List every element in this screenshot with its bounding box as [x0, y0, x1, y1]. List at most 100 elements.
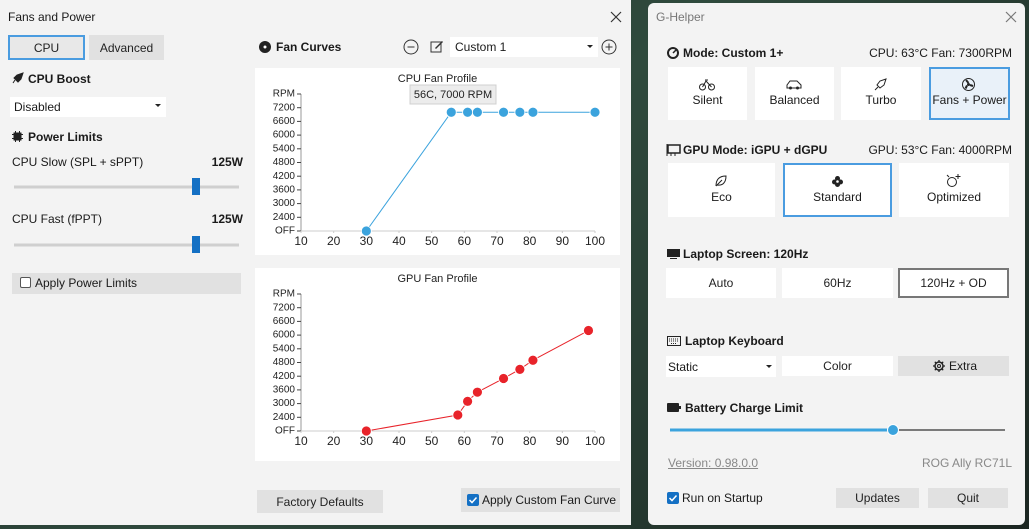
- icon-shape: [12, 72, 24, 84]
- curve-point[interactable]: [360, 225, 372, 237]
- slider-thumb[interactable]: [192, 178, 200, 195]
- checkbox-row[interactable]: [461, 488, 620, 512]
- arrow: [587, 45, 593, 48]
- y-tick-label: 6600: [273, 116, 296, 127]
- dropdown[interactable]: [666, 356, 776, 377]
- close-button[interactable]: [1005, 11, 1017, 23]
- dropdown-arrow: [155, 104, 161, 107]
- checkbox-checked[interactable]: [667, 492, 679, 504]
- x-tick-label: 60: [458, 434, 472, 448]
- slider-label: CPU Slow (SPL + sPPT): [12, 155, 144, 169]
- button-label: Optimized: [926, 190, 982, 204]
- leaf: [715, 175, 727, 187]
- version-link[interactable]: Version: 0.98.0.0: [668, 456, 759, 470]
- slider[interactable]: [14, 178, 240, 196]
- checkbox-label: Apply Power Limits: [35, 276, 138, 290]
- y-tick-label: 7200: [273, 302, 296, 313]
- fan-chart: CPU Fan Profile OFF 2400 3000 3600 4200 4800 54…: [255, 68, 620, 255]
- slider-value: 125W: [211, 212, 243, 226]
- slider-thumb[interactable]: [192, 236, 200, 253]
- curve-point[interactable]: [514, 363, 526, 375]
- y-tick-label: 4200: [273, 171, 296, 182]
- add-button[interactable]: [601, 39, 617, 55]
- checkbox-row[interactable]: [12, 273, 241, 294]
- curve-point[interactable]: [462, 395, 474, 407]
- keyboard: [667, 336, 681, 346]
- chip-icon: [12, 131, 23, 142]
- x-tick-label: 10: [294, 234, 308, 248]
- screen-button[interactable]: Auto: [666, 268, 776, 298]
- x-tick-label: 40: [392, 234, 406, 248]
- mode-button[interactable]: [668, 67, 747, 120]
- section-label: CPU Boost: [28, 72, 91, 86]
- gauge-icon: [667, 47, 679, 59]
- y-tick-label: 4800: [273, 157, 296, 168]
- checkmark: [668, 494, 678, 502]
- y-tick-label: 5400: [273, 143, 296, 154]
- gpu-button[interactable]: [668, 163, 775, 217]
- factory-defaults-button[interactable]: Factory Defaults: [257, 490, 383, 513]
- gpu-icon: [666, 144, 681, 156]
- checkbox-box: [667, 492, 679, 504]
- close-button[interactable]: [610, 11, 622, 23]
- wheel: [789, 86, 792, 90]
- section-label: Power Limits: [28, 130, 103, 144]
- extra-button[interactable]: [898, 356, 1009, 376]
- tooltip-box: [409, 84, 497, 105]
- y-tick-label: 7200: [273, 102, 296, 113]
- curve-point[interactable]: [471, 106, 483, 118]
- curve-point[interactable]: [498, 373, 509, 384]
- curve-point[interactable]: [589, 106, 601, 118]
- mode-button[interactable]: [755, 67, 834, 120]
- quit-button[interactable]: Quit: [928, 488, 1008, 508]
- screen-button[interactable]: 60Hz: [782, 268, 893, 298]
- checkbox[interactable]: [20, 277, 31, 288]
- battery-slider[interactable]: [670, 424, 1006, 436]
- wheel: [708, 83, 715, 91]
- battery-icon: [667, 403, 681, 412]
- y-tick-label: 3600: [273, 385, 296, 396]
- checkbox-label: Apply Custom Fan Curve: [482, 493, 617, 507]
- stand: [670, 258, 677, 259]
- tab-button[interactable]: Advanced: [89, 35, 164, 60]
- slider[interactable]: [14, 236, 240, 254]
- curve-point[interactable]: [527, 106, 539, 118]
- screen-button[interactable]: 120Hz + OD: [898, 268, 1009, 298]
- curve-point[interactable]: [462, 106, 474, 118]
- slider-thumb[interactable]: [887, 424, 899, 436]
- y-tick-label: 3600: [273, 185, 296, 196]
- x-tick-label: 20: [327, 234, 341, 248]
- chart-title: GPU Fan Profile: [397, 273, 477, 285]
- curve-point[interactable]: [527, 354, 539, 366]
- curve-point[interactable]: [445, 106, 457, 118]
- curve-point[interactable]: [498, 106, 509, 118]
- dropdown[interactable]: [10, 97, 166, 117]
- screen-icon: [667, 249, 680, 259]
- color-button[interactable]: Color: [782, 356, 893, 376]
- gpu-button[interactable]: [899, 163, 1009, 217]
- edit-button[interactable]: [430, 40, 444, 54]
- checkmark: [468, 496, 478, 504]
- window-title: Fans and Power: [8, 10, 96, 24]
- updates-button[interactable]: Updates: [836, 488, 919, 508]
- dropdown-arrow: [587, 45, 593, 48]
- arrow: [766, 365, 772, 368]
- y-tick-label: 2400: [273, 212, 296, 223]
- curve-point[interactable]: [583, 325, 594, 336]
- gpu-button[interactable]: [783, 163, 892, 217]
- remove-button[interactable]: [403, 39, 419, 55]
- y-tick-label: RPM: [273, 289, 295, 300]
- curve-point[interactable]: [360, 425, 372, 437]
- checkbox-checked[interactable]: [467, 494, 479, 506]
- section-label: Battery Charge Limit: [685, 401, 804, 415]
- tab-button[interactable]: CPU: [8, 35, 85, 60]
- mode-button[interactable]: [929, 67, 1010, 120]
- gauge-needle: [672, 49, 677, 54]
- curve-point[interactable]: [514, 106, 526, 118]
- curve-point[interactable]: [452, 409, 464, 421]
- curve-point[interactable]: [471, 386, 483, 398]
- screen: [667, 249, 680, 257]
- mode-button[interactable]: [841, 67, 921, 120]
- dropdown[interactable]: [450, 37, 598, 57]
